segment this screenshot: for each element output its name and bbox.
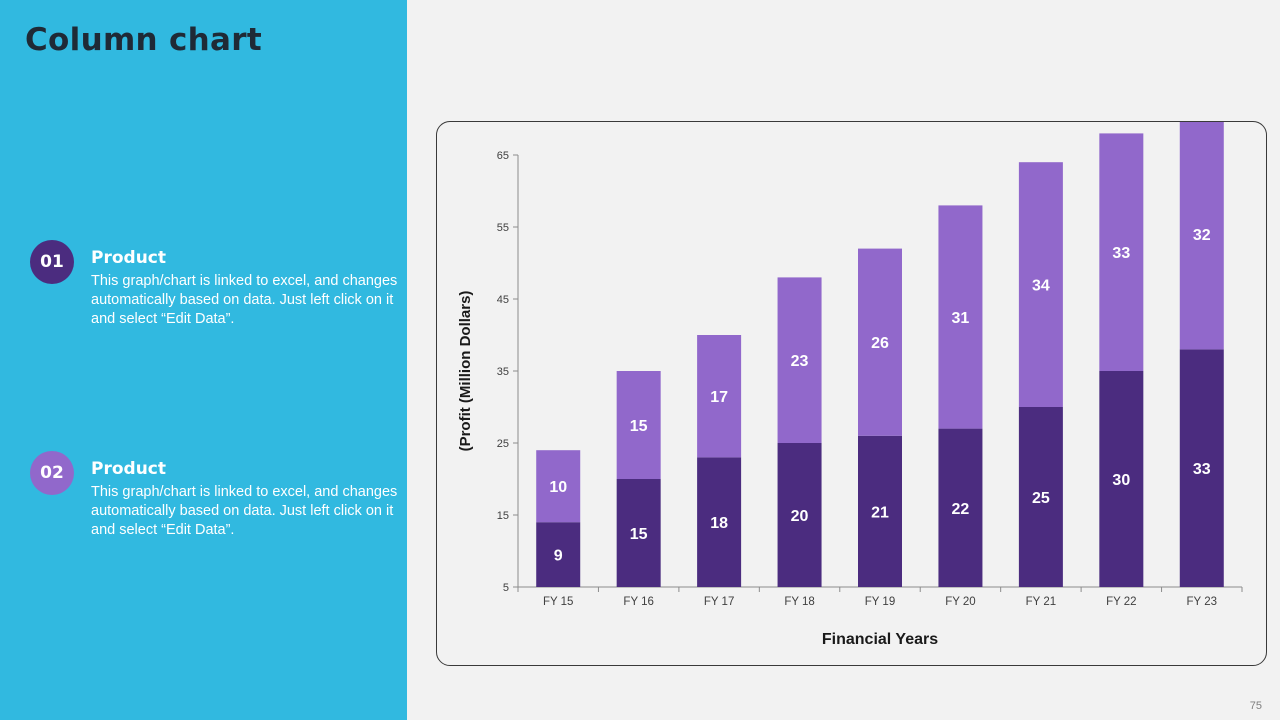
y-tick-label: 5	[503, 582, 509, 594]
bar-light-fy-18	[777, 277, 822, 443]
bar-data-label: 25	[1032, 490, 1050, 507]
x-tick-label: FY 21	[1026, 596, 1056, 608]
bar-data-label: 21	[871, 504, 889, 521]
bar-dark-fy-18	[777, 443, 822, 587]
y-tick-label: 15	[497, 510, 509, 522]
bar-data-label: 23	[791, 353, 809, 370]
bar-data-label: 18	[710, 515, 728, 532]
bar-dark-fy-23	[1179, 349, 1224, 587]
bar-light-fy-21	[1018, 162, 1063, 407]
bar-light-fy-20	[938, 205, 983, 429]
bar-light-fy-16	[616, 371, 661, 479]
number-badge-01: 01	[30, 240, 74, 284]
item-title-02: Product	[91, 459, 166, 479]
page-number: 75	[1249, 700, 1262, 712]
bar-data-label: 32	[1193, 227, 1211, 244]
bar-data-label: 22	[952, 501, 970, 518]
x-tick-label: FY 17	[704, 596, 734, 608]
slide-title: Column chart	[25, 22, 262, 58]
y-axis-title: (Profit (Million Dollars)	[457, 291, 474, 452]
item-title-01: Product	[91, 248, 166, 268]
bar-light-fy-17	[697, 335, 742, 458]
x-tick-label: FY 15	[543, 596, 573, 608]
bar-light-fy-15	[536, 450, 581, 523]
x-tick-label: FY 18	[784, 596, 814, 608]
bar-dark-fy-16	[616, 479, 661, 587]
x-tick-label: FY 22	[1106, 596, 1136, 608]
y-tick-label: 55	[497, 222, 509, 234]
bar-data-label: 20	[791, 508, 809, 525]
bar-dark-fy-22	[1099, 371, 1144, 587]
y-tick-label: 45	[497, 294, 509, 306]
bar-dark-fy-17	[697, 457, 742, 587]
x-tick-label: FY 16	[623, 596, 653, 608]
item-description-02: This graph/chart is linked to excel, and…	[91, 484, 398, 538]
chart-frame[interactable]: 5 15 25 35 45 55 65 9 10 FY 15 15 15 FY 16 18 17 FY 17 2…	[436, 121, 1267, 666]
bar-data-label: 15	[630, 526, 648, 543]
bar-data-label: 15	[630, 418, 648, 435]
number-badge-02: 02	[30, 451, 74, 495]
bar-light-fy-19	[858, 248, 902, 436]
bar-dark-fy-19	[858, 435, 902, 587]
bar-light-fy-22	[1099, 133, 1144, 371]
bar-data-label: 33	[1112, 245, 1130, 262]
bar-data-label: 10	[549, 479, 567, 496]
bar-data-label: 34	[1032, 278, 1050, 295]
bar-data-label: 30	[1112, 472, 1130, 489]
bar-data-label: 31	[952, 310, 970, 327]
x-axis-title: Financial Years	[822, 631, 938, 648]
x-tick-label: FY 19	[865, 596, 895, 608]
y-tick-label: 65	[497, 150, 509, 162]
y-tick-label: 35	[497, 366, 509, 378]
bar-data-label: 26	[871, 335, 889, 352]
x-tick-label: FY 23	[1187, 596, 1217, 608]
bar-dark-fy-15	[536, 522, 581, 587]
y-tick-label: 25	[497, 438, 509, 450]
bar-light-fy-23	[1179, 122, 1224, 350]
left-panel: Column chart 01 Product This graph/chart…	[0, 0, 407, 720]
item-description-01: This graph/chart is linked to excel, and…	[91, 273, 398, 327]
column-chart[interactable]: 5 15 25 35 45 55 65 9 10 FY 15 15 15 FY 16 18 17 FY 17 2…	[437, 122, 1268, 667]
bar-data-label: 33	[1193, 461, 1211, 478]
bar-data-label: 9	[554, 548, 563, 565]
x-tick-label: FY 20	[945, 596, 975, 608]
bar-dark-fy-21	[1018, 407, 1063, 587]
bar-data-label: 17	[710, 389, 728, 406]
bar-dark-fy-20	[938, 428, 983, 587]
